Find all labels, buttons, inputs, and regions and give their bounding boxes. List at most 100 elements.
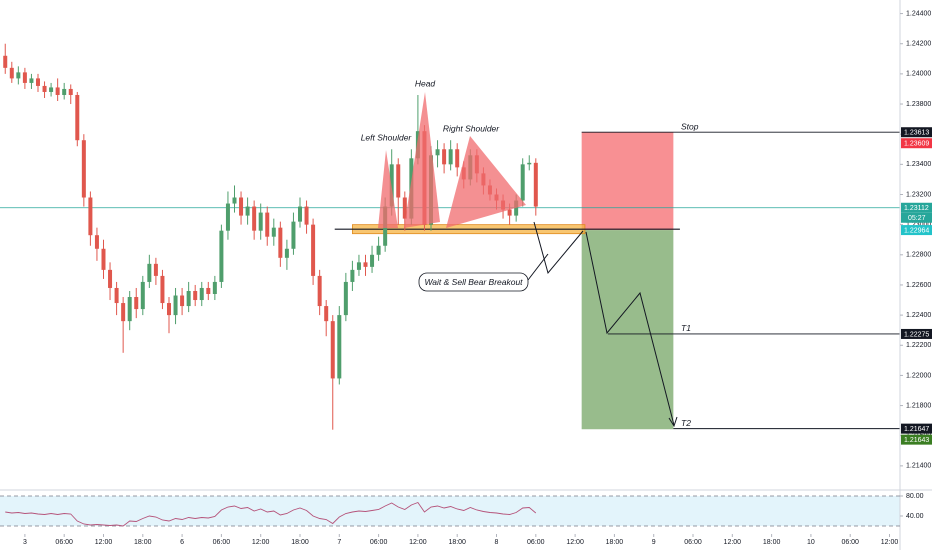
candle-body xyxy=(42,85,47,92)
candle-body xyxy=(81,140,86,198)
candle-body xyxy=(317,275,322,307)
x-tick-label: 06:00 xyxy=(841,539,859,546)
candle-body xyxy=(29,78,34,83)
candle-layer xyxy=(3,43,538,430)
candle-body xyxy=(389,164,394,207)
candle-body xyxy=(206,287,211,294)
candle-body xyxy=(271,227,276,237)
target-zone xyxy=(581,230,674,430)
x-tick-label: 12:00 xyxy=(95,539,113,546)
candle-body xyxy=(442,149,447,165)
candle-body xyxy=(186,290,191,307)
head-label: Head xyxy=(415,78,436,88)
candle-body xyxy=(258,212,263,231)
projection-arrowhead xyxy=(668,416,678,428)
drawing-layer: Left Shoulder Head Right Shoulder Wait &… xyxy=(361,78,900,430)
y-tick-label: 1.23000 xyxy=(906,221,931,228)
y-tick-label: 1.22800 xyxy=(906,252,931,259)
candle-body xyxy=(265,212,270,237)
y-tick-label: 1.23200 xyxy=(906,191,931,198)
candle-body xyxy=(402,197,407,219)
candle-body xyxy=(533,162,538,207)
x-tick-label: 12:00 xyxy=(881,539,899,546)
head-shape xyxy=(404,92,440,228)
candle-body xyxy=(153,263,158,276)
x-tick-label: 8 xyxy=(495,539,499,546)
x-tick-label: 18:00 xyxy=(448,539,466,546)
candle-body xyxy=(219,230,224,282)
price-badge xyxy=(901,127,932,138)
candle-body xyxy=(245,206,250,216)
y-tick-label: 1.23400 xyxy=(906,161,931,168)
candle-body xyxy=(166,303,171,316)
candle-body xyxy=(55,87,60,95)
x-tick-label: 06:00 xyxy=(684,539,702,546)
candle-body xyxy=(114,287,119,304)
candle-body xyxy=(507,209,512,216)
candle-body xyxy=(324,306,329,322)
candle-body xyxy=(284,248,289,258)
candle-body xyxy=(343,281,348,316)
price-badge xyxy=(901,225,932,236)
candle-body xyxy=(193,290,198,301)
right-shoulder-shape xyxy=(446,136,526,228)
price-badge-label: 1.23112 xyxy=(904,205,929,212)
candle-body xyxy=(363,262,368,267)
x-tick-label: 12:00 xyxy=(724,539,742,546)
candle-body xyxy=(199,287,204,301)
rsi-line xyxy=(5,501,537,527)
candle-body xyxy=(455,149,460,168)
candle-body xyxy=(376,245,381,255)
price-badge xyxy=(901,328,932,339)
breakout-path xyxy=(533,221,584,275)
left-shoulder-label: Left Shoulder xyxy=(361,132,413,142)
level-label: T1 xyxy=(681,323,691,333)
price-badge xyxy=(901,434,932,445)
y-tick-label: 1.24400 xyxy=(906,10,931,17)
candle-body xyxy=(75,94,80,141)
candle-body xyxy=(9,67,14,79)
price-badge xyxy=(901,202,932,213)
stop-zone xyxy=(581,132,674,231)
candle-body xyxy=(239,197,244,216)
candle-body xyxy=(514,200,519,216)
candle-body xyxy=(252,206,257,231)
candle-body xyxy=(62,88,67,95)
candle-body xyxy=(396,164,401,198)
candle-body xyxy=(121,303,126,322)
x-tick-label: 06:00 xyxy=(55,539,73,546)
level-label: T2 xyxy=(681,418,691,428)
countdown-badge xyxy=(901,212,932,223)
candle-body xyxy=(448,149,453,165)
rsi-tick-label: 40.00 xyxy=(906,513,924,520)
candle-body xyxy=(298,206,302,222)
y-tick-label: 1.24200 xyxy=(906,41,931,48)
candle-body xyxy=(140,281,145,310)
y-tick-label: 1.22600 xyxy=(906,282,931,289)
candle-body xyxy=(311,224,316,276)
rsi-tick-label: 80.00 xyxy=(906,493,924,500)
candle-body xyxy=(291,221,296,249)
x-tick-label: 18:00 xyxy=(606,539,624,546)
candle-body xyxy=(370,254,375,267)
price-badge xyxy=(901,138,932,149)
candle-body xyxy=(330,321,335,379)
candle-body xyxy=(356,262,361,270)
note-label: Wait & Sell Bear Breakout xyxy=(424,277,523,287)
candle-body xyxy=(134,297,139,310)
background-layer xyxy=(0,132,900,526)
candle-body xyxy=(147,263,152,282)
x-tick-label: 12:00 xyxy=(252,539,270,546)
candle-body xyxy=(94,235,99,249)
candle-body xyxy=(173,295,178,316)
x-tick-label: 3 xyxy=(23,539,27,546)
candle-body xyxy=(68,88,73,95)
price-badge-label: 1.22275 xyxy=(904,331,929,338)
rsi-pane-fill xyxy=(0,496,900,526)
candle-body xyxy=(435,149,440,156)
x-tick-label: 10 xyxy=(807,539,815,546)
y-tick-label: 1.22000 xyxy=(906,372,931,379)
